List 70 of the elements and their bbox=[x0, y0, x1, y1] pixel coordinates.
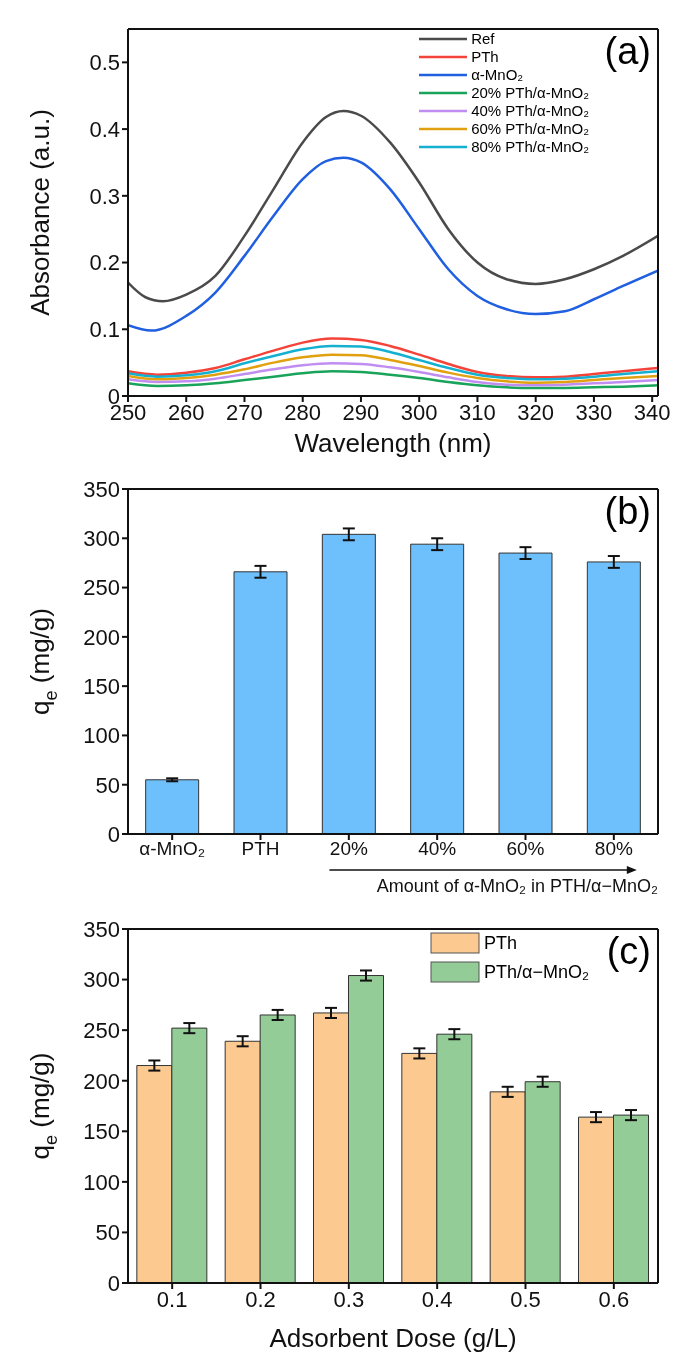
y-tick-label: 50 bbox=[95, 772, 120, 798]
y-tick-label: 0.5 bbox=[89, 50, 120, 76]
legend-label: PTh/α−MnO₂ bbox=[484, 961, 589, 984]
x-tick-label: 0.1 bbox=[156, 1286, 188, 1312]
legend-label: Ref bbox=[471, 30, 495, 48]
line-series bbox=[128, 156, 658, 332]
line-series bbox=[128, 344, 658, 381]
y-axis-title: Absorbance (a.u.) bbox=[24, 109, 55, 316]
x-tick-label: 260 bbox=[167, 399, 205, 425]
y-tick-label: 300 bbox=[83, 526, 120, 552]
y-tick-label: 200 bbox=[83, 1068, 120, 1094]
bar bbox=[145, 779, 200, 834]
x-tick-label: 300 bbox=[400, 399, 438, 425]
legend-label: 20% PTh/α-MnO₂ bbox=[471, 84, 589, 102]
y-tick-label: 50 bbox=[95, 1220, 120, 1246]
line-series bbox=[128, 353, 658, 384]
bar bbox=[410, 543, 465, 834]
legend-label: PTh bbox=[484, 932, 518, 955]
y-tick-label: 350 bbox=[83, 476, 120, 502]
x-tick-label: 270 bbox=[226, 399, 263, 425]
x-tick-label: PTH bbox=[241, 838, 280, 860]
x-axis-title: Amount of α-MnO₂ in PTH/α−MnO₂ bbox=[376, 876, 658, 896]
y-tick-label: 0.2 bbox=[89, 250, 120, 276]
bar bbox=[233, 571, 288, 834]
y-tick-label: 0.4 bbox=[89, 116, 120, 142]
y-tick-label: 150 bbox=[83, 1119, 120, 1145]
x-tick-label: 0.3 bbox=[333, 1286, 365, 1312]
bar bbox=[498, 552, 553, 834]
legend-label: 40% PTh/α-MnO₂ bbox=[471, 102, 589, 120]
y-tick-label: 0 bbox=[107, 1270, 120, 1296]
legend-label: 80% PTh/α-MnO₂ bbox=[471, 138, 589, 156]
annotation: (c) bbox=[606, 930, 651, 973]
x-tick-label: α-MnO₂ bbox=[139, 838, 206, 860]
y-tick-label: 100 bbox=[83, 723, 120, 749]
y-tick-label: 100 bbox=[83, 1169, 120, 1195]
x-tick-label: 0.6 bbox=[598, 1286, 630, 1312]
x-tick-label: 330 bbox=[575, 399, 613, 425]
x-tick-label: 0.4 bbox=[421, 1286, 453, 1312]
line-series bbox=[128, 362, 658, 387]
x-tick-label: 80% bbox=[594, 838, 633, 860]
annotation: (b) bbox=[604, 490, 651, 533]
line-series bbox=[128, 337, 658, 379]
x-tick-label: 280 bbox=[284, 399, 322, 425]
x-axis-title: Wavelength (nm) bbox=[294, 428, 492, 458]
x-tick-label: 40% bbox=[418, 838, 457, 860]
y-tick-label: 250 bbox=[83, 575, 120, 601]
bar bbox=[321, 533, 376, 834]
x-tick-label: 340 bbox=[633, 399, 671, 425]
x-tick-label: 320 bbox=[517, 399, 555, 425]
y-tick-label: 0.3 bbox=[89, 183, 120, 209]
x-tick-label: 60% bbox=[506, 838, 545, 860]
y-tick-label: 150 bbox=[83, 673, 120, 699]
legend-label: PTh bbox=[471, 48, 499, 66]
x-tick-label: 0.5 bbox=[510, 1286, 541, 1312]
y-tick-label: 250 bbox=[83, 1017, 120, 1043]
y-tick-label: 300 bbox=[83, 967, 120, 993]
x-tick-label: 310 bbox=[459, 399, 496, 425]
x-tick-label: 20% bbox=[329, 838, 368, 860]
legend-label: α-MnO₂ bbox=[471, 66, 524, 84]
y-tick-label: 200 bbox=[83, 624, 120, 650]
line-series bbox=[128, 370, 658, 390]
legend-label: 60% PTh/α-MnO₂ bbox=[471, 120, 589, 138]
x-tick-label: 0.2 bbox=[245, 1286, 276, 1312]
x-tick-label: 290 bbox=[342, 399, 380, 425]
y-tick-label: 0 bbox=[107, 821, 120, 847]
y-tick-label: 0.1 bbox=[89, 317, 120, 343]
annotation: (a) bbox=[604, 30, 651, 73]
y-tick-label: 350 bbox=[83, 916, 120, 942]
x-axis-title: Adsorbent Dose (g/L) bbox=[269, 1323, 517, 1353]
bar bbox=[586, 561, 641, 834]
